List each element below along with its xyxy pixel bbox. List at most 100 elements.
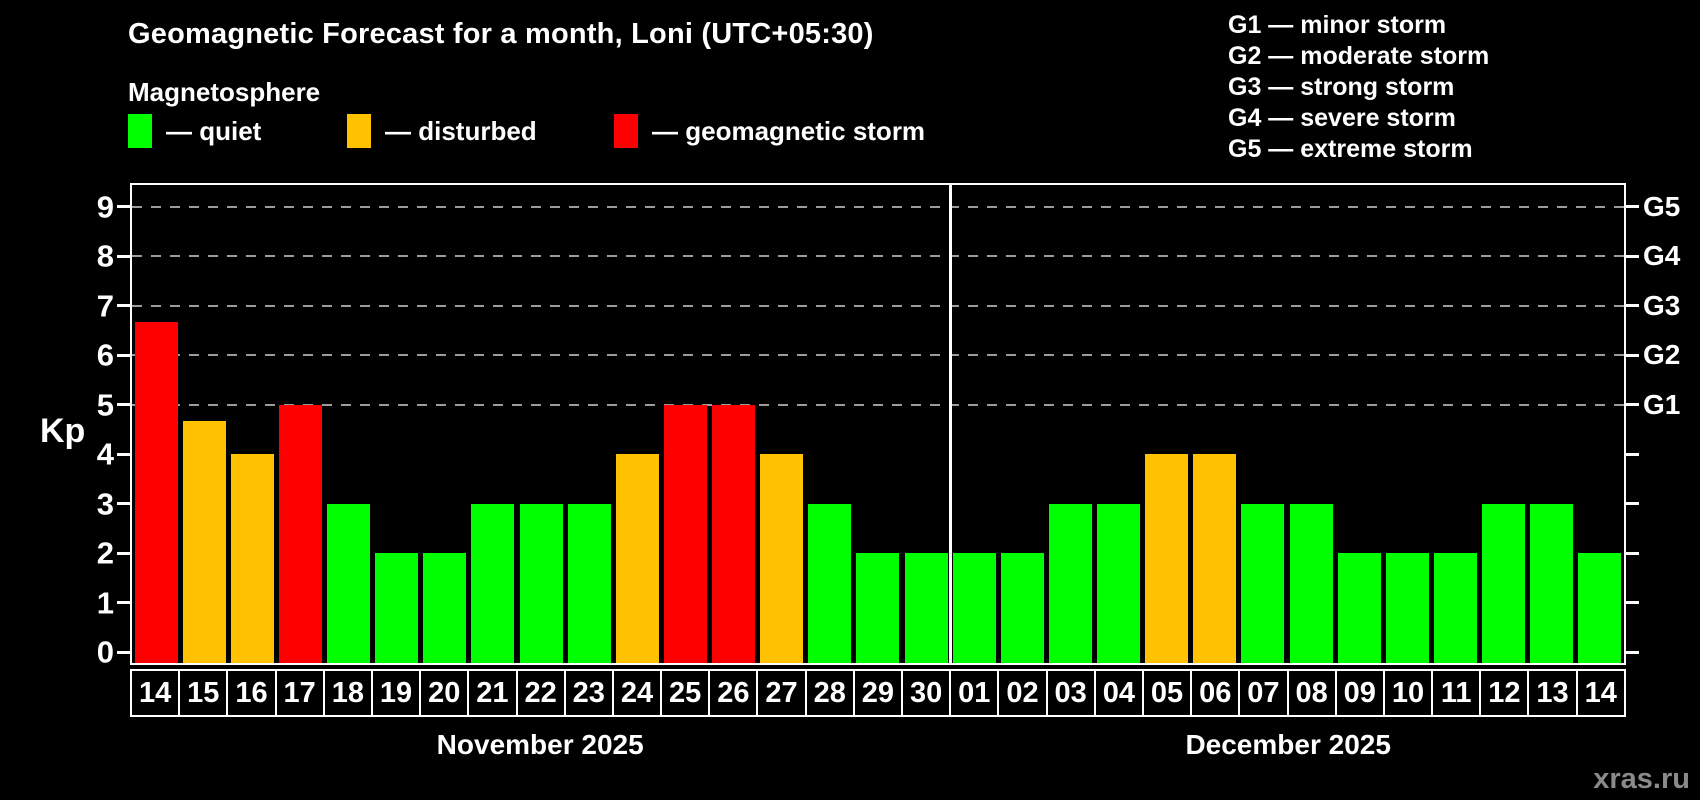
- kp-bar-day-30: [904, 553, 948, 663]
- kp-bar-day-02: [1000, 553, 1044, 663]
- g-legend-line: G5 — extreme storm: [1228, 135, 1473, 163]
- right-axis-tick: [1626, 452, 1639, 456]
- date-cell: 20: [419, 669, 470, 717]
- bar-slot: [998, 185, 1046, 663]
- bar-slot: [228, 185, 276, 663]
- kp-bar-day-13: [1530, 503, 1574, 663]
- bar-slot: [276, 185, 324, 663]
- date-cell: 13: [1527, 669, 1578, 717]
- kp-bar-day-24: [615, 454, 659, 663]
- kp-bar-day-27: [760, 454, 804, 663]
- date-cell: 14: [1575, 669, 1626, 717]
- date-cell: 10: [1382, 669, 1434, 717]
- date-cell: 02: [997, 669, 1048, 717]
- bar-slot: [565, 185, 613, 663]
- gridline-kp7: [132, 304, 1624, 307]
- date-cell: 24: [611, 669, 663, 717]
- bar-slot: [950, 185, 998, 663]
- left-axis-tick: [117, 601, 130, 604]
- date-cell: 14: [130, 669, 181, 717]
- legend-item-storm: — geomagnetic storm: [614, 114, 925, 148]
- bar-slot: [1046, 185, 1094, 663]
- y-tick-label-3: 3: [96, 486, 114, 521]
- bar-slot: [806, 185, 854, 663]
- kp-bar-day-15: [182, 420, 226, 663]
- date-cell: 15: [178, 669, 229, 717]
- g-legend-line: G2 — moderate storm: [1228, 42, 1490, 70]
- right-axis-tick: [1626, 205, 1639, 208]
- kp-bar-day-07: [1241, 503, 1285, 663]
- kp-bar-day-20: [423, 553, 467, 663]
- right-axis-tick: [1626, 502, 1639, 505]
- date-cell: 06: [1190, 669, 1241, 717]
- bar-slot: [1191, 185, 1239, 663]
- date-cell: 03: [1045, 669, 1096, 717]
- left-axis-tick: [117, 205, 130, 208]
- date-cell: 27: [756, 669, 807, 717]
- right-axis-tick: [1626, 650, 1639, 654]
- gridline-kp6: [132, 354, 1624, 356]
- y-tick-label-5: 5: [96, 387, 114, 422]
- g-axis-label-G2: G2: [1643, 339, 1681, 370]
- kp-bar-day-18: [327, 503, 371, 663]
- kp-bar-day-19: [375, 553, 419, 663]
- legend-item-label: — geomagnetic storm: [652, 115, 926, 146]
- chart-title: Geomagnetic Forecast for a month, Loni (…: [128, 18, 874, 50]
- kp-bar-day-06: [1193, 454, 1237, 663]
- kp-bar-day-01: [952, 553, 996, 663]
- g-axis-label-G4: G4: [1643, 240, 1681, 271]
- gridline-kp9: [132, 205, 1624, 208]
- g-legend-line: G3 — strong storm: [1228, 73, 1455, 101]
- legend-item-label: — quiet: [166, 115, 262, 146]
- storm-color-swatch-icon: [614, 114, 638, 148]
- date-cell: 29: [852, 669, 903, 717]
- kp-bar-day-12: [1482, 503, 1526, 663]
- bar-slot: [1576, 185, 1624, 663]
- date-cell: 22: [515, 669, 566, 717]
- disturbed-color-swatch-icon: [347, 114, 371, 148]
- kp-bar-day-26: [712, 404, 756, 663]
- kp-bar-day-10: [1385, 553, 1429, 663]
- kp-bar-day-14: [1578, 553, 1622, 663]
- left-axis-tick: [117, 452, 130, 456]
- bars-container: [132, 185, 1624, 663]
- left-axis-tick: [117, 502, 130, 505]
- y-tick-label-2: 2: [96, 535, 114, 571]
- bar-slot: [421, 185, 469, 663]
- left-axis-tick: [117, 551, 130, 555]
- date-cell: 04: [1093, 669, 1144, 717]
- right-axis-tick: [1626, 304, 1639, 307]
- bar-slot: [517, 185, 565, 663]
- date-cell: 16: [226, 669, 277, 717]
- g-legend-line: G4 — severe storm: [1228, 104, 1456, 132]
- kp-bar-day-14: [134, 321, 178, 663]
- g-axis-label-G3: G3: [1643, 289, 1681, 321]
- legend-item-label: — disturbed: [385, 115, 537, 146]
- y-axis-tick-labels: 0 1 2 3 4 5 6 7 8 9: [0, 183, 114, 668]
- g-axis-label-G5: G5: [1643, 190, 1681, 222]
- date-cell: 01: [949, 669, 1000, 717]
- kp-bar-day-23: [567, 503, 611, 663]
- quiet-color-swatch-icon: [128, 114, 152, 148]
- date-cell: 07: [1238, 669, 1289, 717]
- bar-slot: [1287, 185, 1335, 663]
- y-tick-label-8: 8: [96, 238, 114, 274]
- bar-slot: [710, 185, 758, 663]
- date-cell: 19: [370, 669, 422, 717]
- g-legend-line: G1 — minor storm: [1228, 11, 1447, 39]
- date-cell: 26: [708, 669, 759, 717]
- right-axis-tick: [1626, 551, 1639, 555]
- left-axis-tick: [117, 403, 130, 406]
- date-cell: 05: [1141, 669, 1193, 717]
- kp-bar-day-29: [856, 553, 900, 663]
- date-cell: 21: [467, 669, 518, 717]
- right-axis-tick: [1626, 601, 1639, 604]
- y-axis-title: Kp: [40, 412, 86, 450]
- kp-status-legend: — quiet — disturbed — geomagnetic storm: [128, 114, 1078, 154]
- left-axis-tick: [117, 304, 130, 307]
- left-axis-tick: [117, 254, 130, 258]
- bar-slot: [1335, 185, 1383, 663]
- right-axis-tick: [1626, 353, 1639, 357]
- kp-bar-day-04: [1097, 503, 1141, 663]
